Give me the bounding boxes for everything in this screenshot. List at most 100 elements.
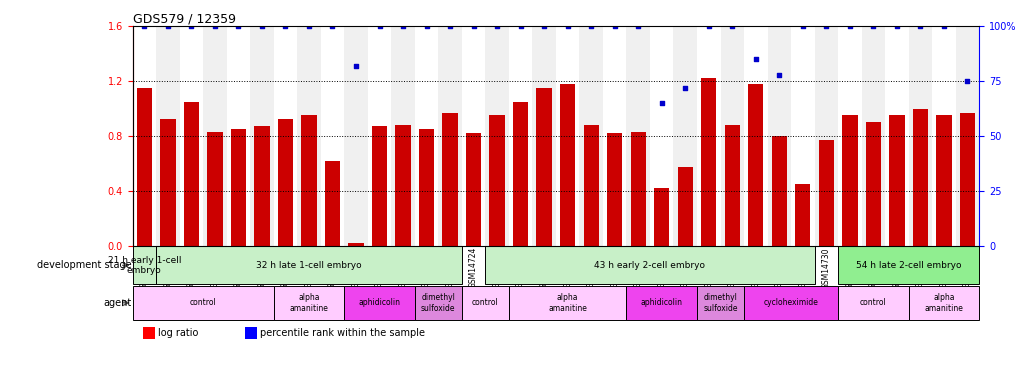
Text: 54 h late 2-cell embryo: 54 h late 2-cell embryo bbox=[855, 261, 961, 270]
Point bbox=[183, 23, 200, 29]
Point bbox=[770, 72, 787, 78]
Bar bbox=[466, 133, 481, 246]
Text: dimethyl
sulfoxide: dimethyl sulfoxide bbox=[421, 293, 455, 312]
Bar bbox=[156, 246, 462, 284]
Point bbox=[230, 23, 247, 29]
Point bbox=[911, 23, 927, 29]
Bar bbox=[865, 122, 880, 246]
Point bbox=[347, 63, 364, 69]
Point bbox=[441, 23, 458, 29]
Text: development stage: development stage bbox=[37, 260, 131, 270]
Point bbox=[277, 23, 293, 29]
Bar bbox=[814, 26, 838, 246]
Point bbox=[700, 23, 716, 29]
Bar bbox=[579, 26, 602, 246]
Bar bbox=[462, 286, 508, 320]
Bar bbox=[818, 140, 834, 246]
Bar bbox=[838, 246, 978, 284]
Bar bbox=[230, 129, 246, 246]
Point bbox=[723, 23, 740, 29]
Point bbox=[465, 23, 481, 29]
Point bbox=[888, 23, 904, 29]
Point bbox=[488, 23, 504, 29]
Bar bbox=[630, 132, 645, 246]
Text: dimethyl
sulfoxide: dimethyl sulfoxide bbox=[702, 293, 737, 312]
Bar bbox=[301, 116, 316, 246]
Point bbox=[841, 23, 857, 29]
Bar bbox=[442, 112, 458, 246]
Bar bbox=[183, 102, 199, 246]
Bar bbox=[415, 286, 462, 320]
Bar bbox=[395, 125, 411, 246]
Point bbox=[512, 23, 528, 29]
Bar bbox=[372, 126, 387, 246]
Bar bbox=[795, 184, 810, 246]
Bar bbox=[908, 26, 931, 246]
Text: control: control bbox=[472, 298, 498, 307]
Bar bbox=[419, 129, 434, 246]
Bar bbox=[766, 26, 791, 246]
Bar bbox=[696, 286, 743, 320]
Bar bbox=[959, 112, 974, 246]
Point bbox=[934, 23, 951, 29]
Point bbox=[418, 23, 434, 29]
Text: aphidicolin: aphidicolin bbox=[640, 298, 682, 307]
Text: percentile rank within the sample: percentile rank within the sample bbox=[260, 328, 425, 338]
Bar bbox=[908, 286, 978, 320]
Point bbox=[630, 23, 646, 29]
Bar bbox=[653, 188, 668, 246]
Point bbox=[137, 23, 153, 29]
Bar bbox=[485, 246, 814, 284]
Bar bbox=[132, 286, 273, 320]
Point bbox=[817, 23, 834, 29]
Point bbox=[160, 23, 176, 29]
Bar bbox=[912, 108, 927, 246]
Bar bbox=[203, 26, 226, 246]
Bar bbox=[391, 26, 415, 246]
Bar bbox=[626, 286, 696, 320]
Point bbox=[677, 85, 693, 91]
Bar bbox=[861, 26, 884, 246]
Text: 32 h late 1-cell embryo: 32 h late 1-cell embryo bbox=[256, 261, 362, 270]
Bar bbox=[348, 243, 364, 246]
Point bbox=[794, 23, 810, 29]
Point bbox=[583, 23, 599, 29]
Bar bbox=[747, 84, 762, 246]
Bar bbox=[626, 26, 649, 246]
Bar bbox=[297, 26, 320, 246]
Text: 43 h early 2-cell embryo: 43 h early 2-cell embryo bbox=[594, 261, 705, 270]
Point bbox=[559, 23, 576, 29]
Point bbox=[535, 23, 551, 29]
Bar bbox=[207, 132, 222, 246]
Text: alpha
amanitine: alpha amanitine bbox=[547, 293, 587, 312]
Text: aphidicolin: aphidicolin bbox=[358, 298, 400, 307]
Bar bbox=[438, 26, 462, 246]
Bar bbox=[343, 286, 415, 320]
Bar bbox=[508, 286, 626, 320]
Bar bbox=[955, 26, 978, 246]
Text: cycloheximide: cycloheximide bbox=[763, 298, 817, 307]
Point bbox=[301, 23, 317, 29]
Bar bbox=[606, 133, 622, 246]
Bar bbox=[743, 286, 838, 320]
Bar bbox=[489, 116, 504, 246]
Bar bbox=[559, 84, 575, 246]
Bar bbox=[889, 116, 904, 246]
Bar bbox=[723, 125, 739, 246]
Bar bbox=[143, 327, 155, 339]
Bar bbox=[160, 120, 175, 246]
Bar bbox=[132, 246, 156, 284]
Bar bbox=[771, 136, 787, 246]
Text: control: control bbox=[190, 298, 216, 307]
Point bbox=[864, 23, 880, 29]
Text: agent: agent bbox=[103, 298, 131, 308]
Bar bbox=[156, 26, 179, 246]
Bar bbox=[137, 88, 152, 246]
Bar bbox=[513, 102, 528, 246]
Bar bbox=[935, 116, 951, 246]
Bar bbox=[250, 26, 273, 246]
Bar bbox=[485, 26, 508, 246]
Point bbox=[606, 23, 623, 29]
Text: alpha
amanitine: alpha amanitine bbox=[923, 293, 962, 312]
Bar bbox=[673, 26, 696, 246]
